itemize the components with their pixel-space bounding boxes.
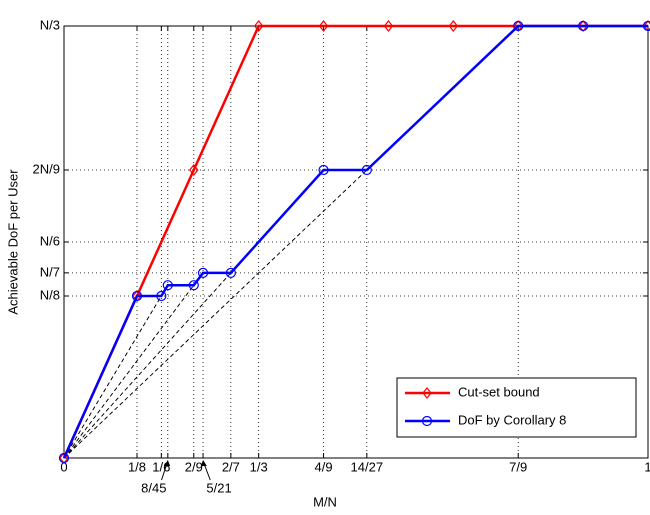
y-tick-label: N/8: [40, 287, 60, 302]
marker: [318, 20, 329, 32]
x-tick-label: 1: [644, 459, 650, 474]
x-tick-label: 4/9: [315, 459, 333, 474]
legend-box: [396, 377, 637, 438]
x-tick-label: 5/21: [206, 480, 231, 495]
ray: [63, 272, 204, 459]
marker: [642, 20, 650, 32]
y-tick-label: N/6: [40, 233, 60, 248]
legend-label: DoF by Corollary 8: [458, 412, 566, 427]
marker: [162, 280, 173, 291]
marker: [156, 290, 167, 302]
marker: [513, 20, 524, 32]
x-tick-label: 14/27: [351, 459, 384, 474]
tick-arrow-head: [164, 460, 171, 466]
marker: [197, 267, 209, 278]
x-tick-label: 1/8: [128, 459, 146, 474]
marker: [448, 20, 459, 32]
x-tick-label: 7/9: [509, 459, 527, 474]
x-tick-label: 2/7: [222, 459, 240, 474]
x-tick-label: 1/3: [250, 459, 268, 474]
marker: [421, 415, 433, 427]
x-tick-label: 2/9: [185, 459, 203, 474]
y-tick-label: N/3: [40, 17, 60, 32]
legend-label: Cut-set bound: [458, 384, 540, 399]
x-tick-label: 0: [60, 459, 67, 474]
marker: [131, 290, 143, 302]
y-axis-label: Achievable DoF per User: [5, 169, 20, 315]
marker: [383, 20, 394, 32]
marker: [578, 20, 589, 32]
y-tick-label: 2N/9: [33, 161, 60, 176]
marker: [225, 267, 236, 278]
y-tick-label: N/7: [40, 264, 60, 279]
tick-arrow-head: [200, 460, 207, 466]
marker: [189, 164, 199, 176]
x-tick-label: 8/45: [141, 480, 166, 495]
x-tick-label: 1/6: [152, 459, 170, 474]
marker: [361, 164, 372, 176]
marker: [188, 280, 199, 291]
ray: [63, 284, 169, 459]
marker: [318, 164, 329, 176]
marker: [253, 20, 264, 32]
x-axis-label: M/N: [313, 494, 337, 509]
marker: [58, 452, 70, 464]
marker: [422, 387, 432, 399]
